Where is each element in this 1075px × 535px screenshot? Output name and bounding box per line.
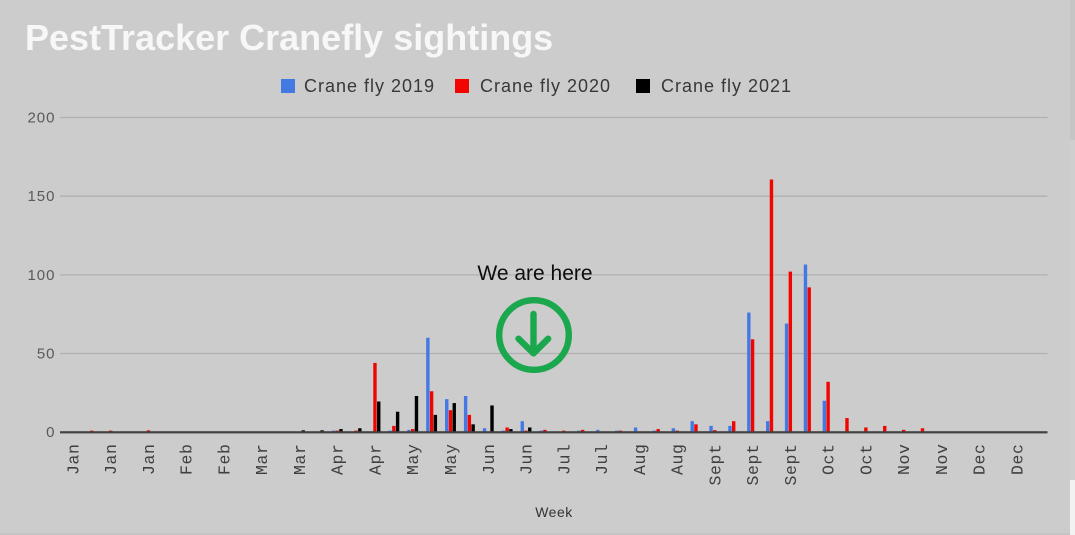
svg-text:100: 100: [27, 267, 55, 284]
svg-text:150: 150: [27, 188, 55, 205]
svg-text:Sept: Sept: [706, 444, 725, 486]
svg-text:Dec: Dec: [971, 444, 990, 476]
svg-text:May: May: [404, 444, 423, 476]
svg-text:Crane fly 2020: Crane fly 2020: [480, 76, 611, 96]
svg-text:Apr: Apr: [366, 444, 385, 476]
svg-text:Jan: Jan: [102, 444, 121, 476]
svg-text:Apr: Apr: [329, 444, 348, 476]
svg-text:Sept: Sept: [744, 444, 763, 486]
svg-text:Jan: Jan: [64, 444, 83, 476]
svg-text:Sept: Sept: [782, 444, 801, 486]
svg-text:Jan: Jan: [140, 444, 159, 476]
svg-text:Mar: Mar: [291, 444, 310, 476]
svg-text:Aug: Aug: [631, 444, 650, 476]
svg-text:Jul: Jul: [593, 444, 612, 476]
svg-text:Nov: Nov: [933, 444, 952, 476]
svg-text:Oct: Oct: [820, 444, 839, 476]
svg-text:Crane fly 2021: Crane fly 2021: [661, 76, 792, 96]
svg-text:Jul: Jul: [555, 444, 574, 476]
svg-text:May: May: [442, 444, 461, 476]
svg-text:Oct: Oct: [857, 444, 876, 476]
svg-text:Crane fly 2019: Crane fly 2019: [304, 76, 435, 96]
svg-text:Feb: Feb: [178, 444, 197, 476]
svg-text:0: 0: [46, 424, 55, 441]
svg-text:Jun: Jun: [518, 444, 537, 476]
svg-text:Jun: Jun: [480, 444, 499, 476]
svg-text:We are here: We are here: [477, 262, 592, 285]
svg-text:PestTracker Cranefly sightings: PestTracker Cranefly sightings: [25, 17, 553, 58]
svg-text:200: 200: [27, 110, 55, 127]
svg-text:Dec: Dec: [1008, 444, 1027, 476]
svg-text:Week: Week: [535, 504, 573, 520]
svg-text:Nov: Nov: [895, 444, 914, 476]
svg-text:50: 50: [37, 346, 56, 363]
svg-text:Mar: Mar: [253, 444, 272, 476]
svg-text:Feb: Feb: [215, 444, 234, 476]
svg-text:Aug: Aug: [669, 444, 688, 476]
